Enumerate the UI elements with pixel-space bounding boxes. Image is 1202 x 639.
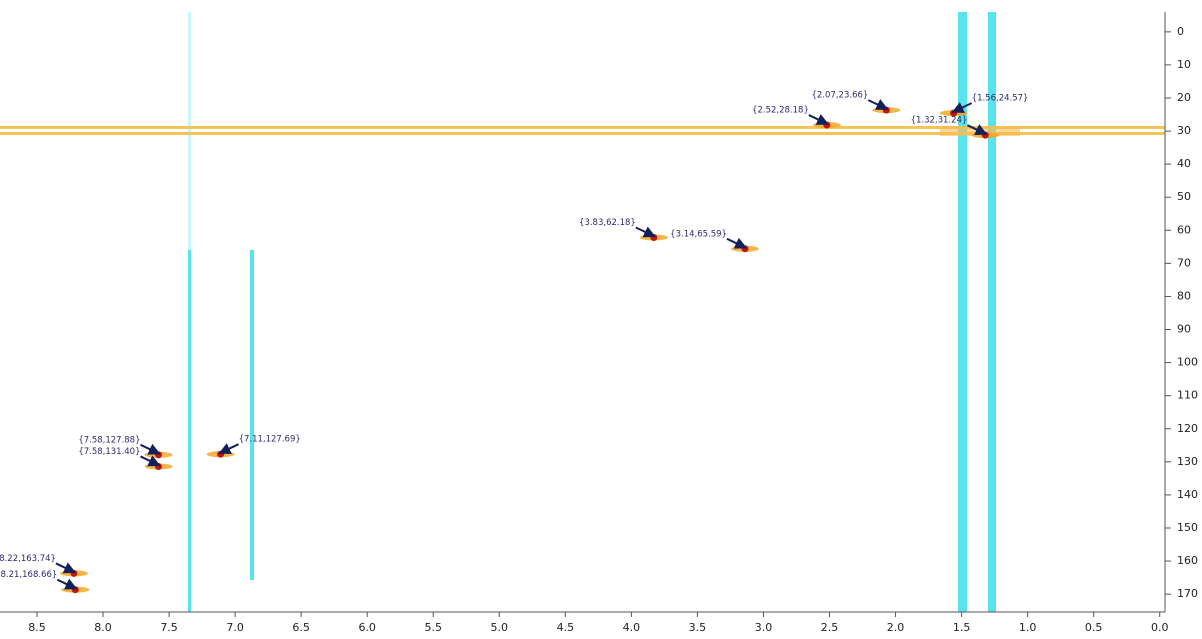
y-tick-label: 120 bbox=[1177, 422, 1198, 435]
x-tick-label: 5.0 bbox=[491, 621, 509, 634]
x-tick-label: 1.5 bbox=[953, 621, 971, 634]
x-tick-label: 6.5 bbox=[292, 621, 310, 634]
x-tick-label: 8.5 bbox=[28, 621, 46, 634]
annotation-arrow bbox=[635, 226, 656, 238]
x-tick-label: 8.0 bbox=[94, 621, 112, 634]
x-tick-label: 6.0 bbox=[358, 621, 376, 634]
y-tick-label: 160 bbox=[1177, 554, 1198, 567]
x-tick-label: 1.0 bbox=[1019, 621, 1037, 634]
peak-label: {3.14,65.59} bbox=[670, 229, 727, 239]
y-tick-label: 20 bbox=[1177, 91, 1191, 104]
annotation-arrow bbox=[140, 455, 161, 467]
y-tick-label: 170 bbox=[1177, 587, 1198, 600]
y-tick-label: 0 bbox=[1177, 25, 1184, 38]
y-tick-label: 30 bbox=[1177, 124, 1191, 137]
annotation-arrow bbox=[140, 443, 161, 455]
y-tick-label: 150 bbox=[1177, 521, 1198, 534]
y-tick-label: 10 bbox=[1177, 58, 1191, 71]
annotation-arrow bbox=[218, 443, 240, 455]
annotation-arrow bbox=[867, 99, 889, 111]
annotation-arrow bbox=[951, 102, 973, 114]
peak-label: {1.32,31.24} bbox=[911, 116, 968, 126]
y-tick-label: 90 bbox=[1177, 323, 1191, 336]
y-tick-label: 60 bbox=[1177, 223, 1191, 236]
x-tick-label: 4.0 bbox=[623, 621, 641, 634]
y-tick-label: 40 bbox=[1177, 157, 1191, 170]
peak-label: {7.11,127.69} bbox=[239, 435, 301, 445]
x-tick-label: 2.5 bbox=[821, 621, 839, 634]
x-tick-label: 3.0 bbox=[755, 621, 773, 634]
peak-label: {8.21,168.66} bbox=[0, 570, 57, 580]
y-tick-label: 50 bbox=[1177, 190, 1191, 203]
peak-label: {2.07,23.66} bbox=[812, 91, 869, 101]
y-tick-label: 80 bbox=[1177, 289, 1191, 302]
peak-label: {3.83,62.18} bbox=[579, 218, 636, 228]
annotation-arrow bbox=[55, 562, 77, 574]
y-tick-label: 140 bbox=[1177, 488, 1198, 501]
peak-label: {8.22,163.74} bbox=[0, 554, 56, 564]
annotation-arrow bbox=[56, 578, 78, 590]
y-tick-label: 70 bbox=[1177, 256, 1191, 269]
x-tick-label: 7.5 bbox=[160, 621, 178, 634]
x-tick-label: 5.5 bbox=[424, 621, 442, 634]
x-tick-label: 0.5 bbox=[1085, 621, 1103, 634]
x-tick-label: 4.5 bbox=[557, 621, 575, 634]
peak-label: {7.58,127.88} bbox=[78, 435, 140, 445]
y-tick-label: 100 bbox=[1177, 356, 1198, 369]
x-tick-label: 3.5 bbox=[689, 621, 707, 634]
annotation-arrow bbox=[726, 237, 748, 249]
annotation-arrow bbox=[808, 114, 829, 125]
peak-label: {7.58,131.40} bbox=[78, 447, 140, 457]
peak-label: {1.56,24.57} bbox=[972, 94, 1029, 104]
y-tick-label: 110 bbox=[1177, 389, 1198, 402]
x-tick-label: 2.0 bbox=[887, 621, 905, 634]
peak-label: {2.52,28.18} bbox=[752, 106, 809, 116]
y-tick-label: 130 bbox=[1177, 455, 1198, 468]
annotation-arrow bbox=[966, 124, 988, 136]
x-tick-label: 7.0 bbox=[226, 621, 244, 634]
x-tick-label: 0.0 bbox=[1151, 621, 1169, 634]
